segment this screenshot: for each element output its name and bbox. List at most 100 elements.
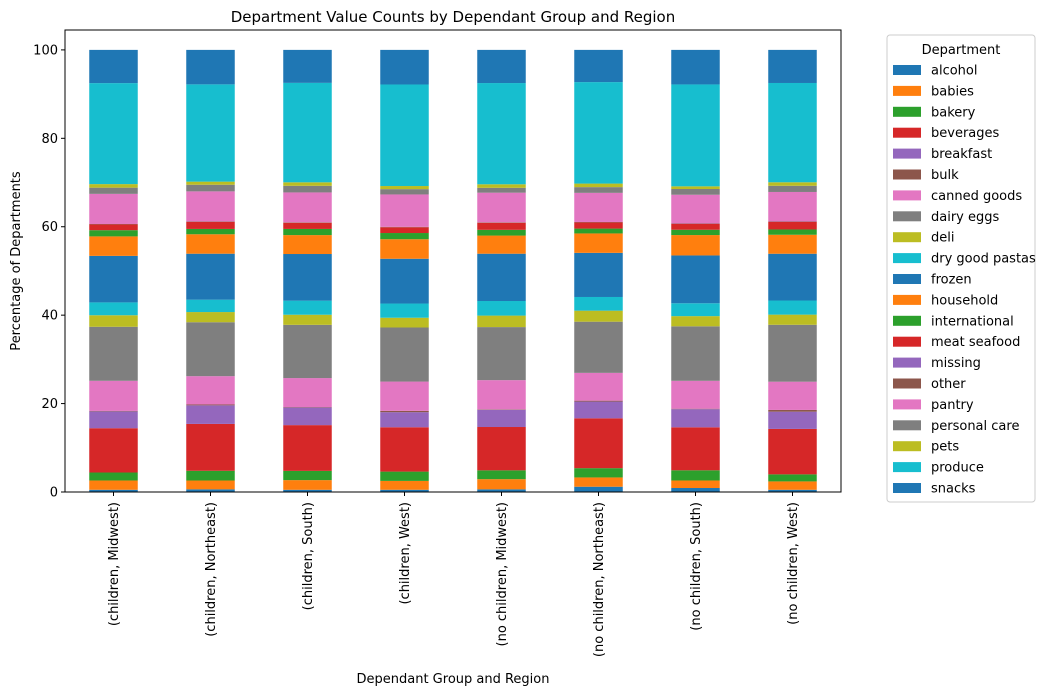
y-tick-label: 40 xyxy=(41,309,58,324)
x-tick-label: (children, Midwest) xyxy=(107,502,122,626)
bar-segment-beverages xyxy=(477,427,526,471)
legend: Department alcohol babies bakery beverages b… xyxy=(886,34,1036,503)
bar-segment-bakery xyxy=(380,471,429,481)
bar-segment-breakfast xyxy=(574,401,623,419)
bar-segment-meat-seafood xyxy=(574,222,623,229)
y-tick-label: 100 xyxy=(33,43,58,58)
bar-segment-bakery xyxy=(477,470,526,480)
bar-segment-snacks xyxy=(574,49,623,83)
bar-segment-canned-goods xyxy=(574,372,623,401)
bar-segment-dry-good-pastas xyxy=(477,301,526,316)
bar-segment-breakfast xyxy=(380,412,429,428)
bar-segment-personal-care xyxy=(477,187,526,193)
x-tick-label: (no children, Northeast) xyxy=(592,502,607,657)
bar-segment-deli xyxy=(477,315,526,328)
bar-segment-breakfast xyxy=(477,409,526,428)
bar-segment-breakfast xyxy=(186,405,235,424)
bar-segment-bulk xyxy=(574,400,623,402)
bar-segment-dairy-eggs xyxy=(380,327,429,382)
legend-label: alcohol xyxy=(931,64,977,79)
bar-segment-household xyxy=(768,234,817,254)
legend-label: breakfast xyxy=(931,147,992,162)
bar-segment-household xyxy=(283,235,332,255)
bar-segment-pets xyxy=(380,186,429,190)
bar-segment-produce xyxy=(671,84,720,187)
bar-segment-frozen xyxy=(574,252,623,297)
legend-swatch xyxy=(893,85,921,96)
bar-segment-canned-goods xyxy=(477,380,526,410)
legend-label: missing xyxy=(931,356,981,371)
bar-segment-canned-goods xyxy=(283,378,332,408)
legend-label: pantry xyxy=(931,398,974,413)
bar-segment-personal-care xyxy=(89,187,138,194)
bar-segment-pantry xyxy=(768,191,817,222)
bar-segment-personal-care xyxy=(186,184,235,192)
bar-segment-personal-care xyxy=(283,185,332,193)
bar-segment-babies xyxy=(574,477,623,487)
bar-segment-international xyxy=(283,228,332,236)
bar-segment-dry-good-pastas xyxy=(671,303,720,317)
bar-segment-produce xyxy=(477,83,526,185)
legend-label: deli xyxy=(931,231,954,246)
bar-segment-deli xyxy=(574,310,623,322)
bar-segment-meat-seafood xyxy=(671,223,720,230)
bar-segment-produce xyxy=(186,84,235,182)
bar-segment-dairy-eggs xyxy=(283,324,332,379)
bar-segment-pets xyxy=(477,184,526,188)
bar-segment-dairy-eggs xyxy=(671,326,720,381)
legend-swatch xyxy=(893,274,921,284)
bar-segment-frozen xyxy=(671,255,720,304)
legend-label: canned goods xyxy=(931,189,1022,204)
bar-segment-dairy-eggs xyxy=(186,322,235,377)
bar-segment-beverages xyxy=(768,428,817,475)
bar-segment-dry-good-pastas xyxy=(768,300,817,315)
legend-label: bakery xyxy=(931,105,976,120)
bar-segment-international xyxy=(186,228,235,235)
bar-segment-pantry xyxy=(380,194,429,227)
bar-segment-international xyxy=(477,229,526,236)
bar-segment-dry-good-pastas xyxy=(186,299,235,313)
legend-title: Department xyxy=(922,43,1001,58)
bar-segment-meat-seafood xyxy=(477,222,526,230)
bar-segment-pets xyxy=(89,184,138,188)
bar-segment-produce xyxy=(768,82,817,183)
bar-segment-babies xyxy=(671,480,720,489)
bar-segment-deli xyxy=(186,312,235,323)
bar-segment-pantry xyxy=(671,194,720,224)
bar-segment-snacks xyxy=(283,49,332,83)
bar-segment-produce xyxy=(574,82,623,184)
bar-segment-meat-seafood xyxy=(89,224,138,231)
bar-segment-dry-good-pastas xyxy=(89,302,138,316)
legend-label: international xyxy=(931,314,1014,329)
bar-segment-bakery xyxy=(283,470,332,481)
bar-segment-deli xyxy=(380,317,429,328)
legend-frame xyxy=(886,34,1036,503)
bar-segment-meat-seafood xyxy=(768,221,817,230)
bar-segment-household xyxy=(574,233,623,253)
bar-segment-deli xyxy=(283,314,332,325)
legend-label: other xyxy=(931,377,966,392)
legend-label: beverages xyxy=(931,126,1000,141)
bar-segment-beverages xyxy=(574,418,623,469)
bar-segment-bakery xyxy=(671,470,720,481)
legend-swatch xyxy=(893,106,921,117)
x-tick-label: (children, Northeast) xyxy=(204,502,219,637)
legend-label: pets xyxy=(931,440,959,455)
bar-segment-pantry xyxy=(89,193,138,224)
bar-segment-alcohol xyxy=(89,489,138,492)
legend-swatch xyxy=(893,190,921,201)
x-axis-label: Dependant Group and Region xyxy=(357,672,550,687)
y-axis: 0 20 40 60 80 100 xyxy=(33,43,65,501)
bar-segment-pantry xyxy=(186,191,235,222)
legend-label: meat seafood xyxy=(931,335,1020,350)
bar-segment-international xyxy=(574,228,623,234)
plot-frame xyxy=(64,29,842,493)
bar-segment-meat-seafood xyxy=(380,227,429,234)
bar-segment-produce xyxy=(380,84,429,187)
y-tick-label: 20 xyxy=(41,397,58,412)
bar-segment-pets xyxy=(671,186,720,189)
bars-group xyxy=(89,49,817,492)
legend-label: frozen xyxy=(931,273,972,288)
bar-segment-snacks xyxy=(186,49,235,85)
